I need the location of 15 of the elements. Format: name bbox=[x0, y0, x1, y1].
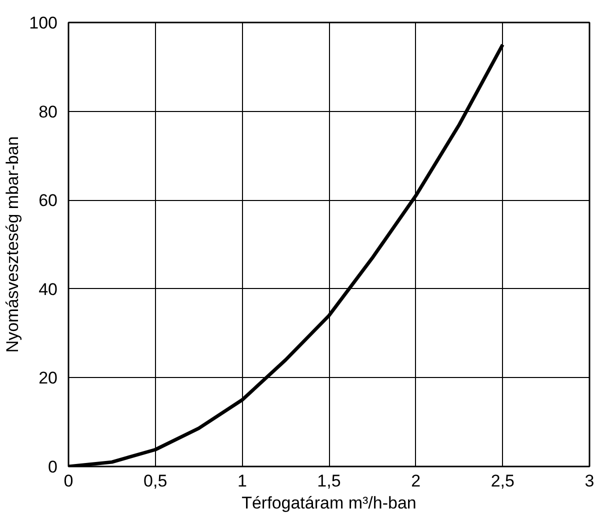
y-tick-label: 0 bbox=[48, 458, 58, 476]
y-axis-title: Nyomásveszteség mbar-ban bbox=[3, 136, 22, 353]
x-tick-label: 2 bbox=[411, 472, 421, 490]
y-tick-label: 100 bbox=[29, 14, 58, 32]
x-tick-label: 0,5 bbox=[144, 472, 168, 490]
y-tick-label: 60 bbox=[38, 191, 58, 210]
x-tick-label: 1 bbox=[237, 472, 247, 490]
y-tick-label: 20 bbox=[38, 368, 58, 388]
x-axis-title: Térfogatáram m³/h-ban bbox=[242, 494, 416, 512]
y-tick-label: 40 bbox=[38, 280, 58, 299]
x-tick-label: 3 bbox=[584, 472, 594, 490]
y-tick-label: 80 bbox=[38, 102, 58, 122]
x-tick-label: 2,5 bbox=[490, 472, 514, 490]
x-tick-label: 1,5 bbox=[317, 472, 341, 490]
x-tick-label: 0 bbox=[64, 472, 74, 490]
